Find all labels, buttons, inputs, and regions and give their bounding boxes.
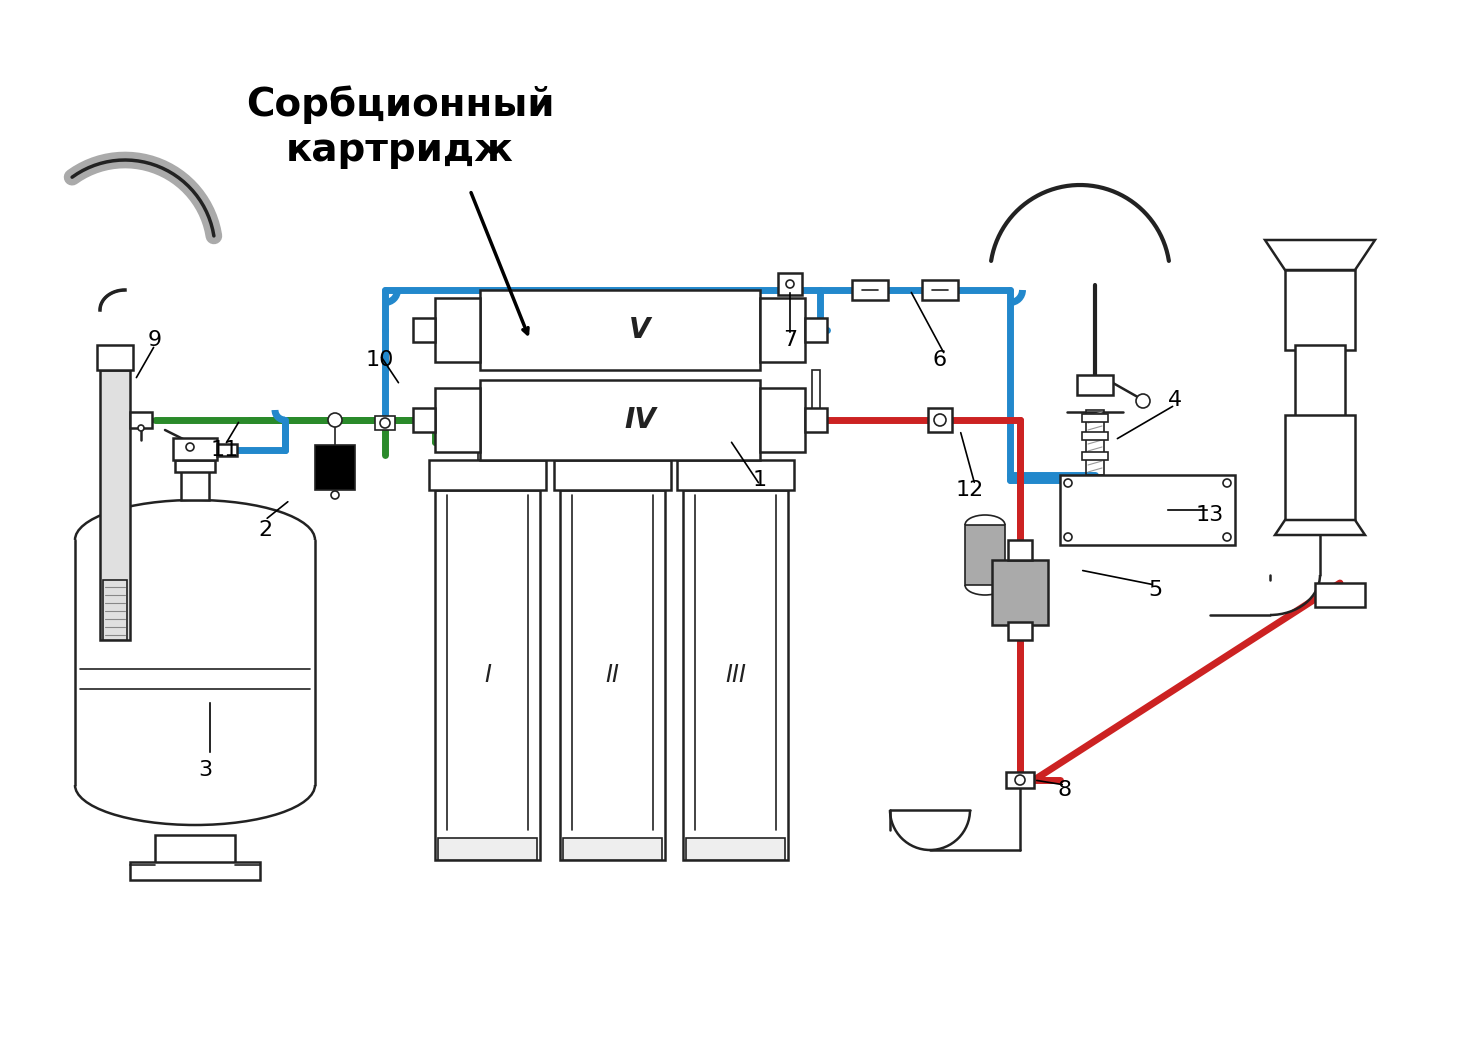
Bar: [563, 838, 662, 860]
Text: 13: 13: [1196, 505, 1223, 525]
Polygon shape: [1275, 520, 1364, 535]
Text: Сорбционный: Сорбционный: [246, 86, 555, 124]
Bar: [436, 388, 480, 452]
Bar: [1061, 475, 1235, 545]
Bar: [852, 280, 888, 300]
Bar: [1008, 622, 1031, 640]
Bar: [813, 370, 820, 420]
Bar: [103, 580, 128, 640]
Text: II: II: [606, 662, 619, 687]
Bar: [726, 442, 745, 460]
Bar: [760, 298, 805, 363]
Bar: [992, 560, 1047, 625]
Bar: [180, 470, 208, 500]
Bar: [477, 442, 497, 460]
Text: I: I: [484, 662, 491, 687]
Polygon shape: [75, 540, 315, 785]
Polygon shape: [1265, 240, 1375, 270]
Bar: [1008, 540, 1031, 560]
Text: 8: 8: [1058, 780, 1072, 800]
Circle shape: [138, 425, 144, 431]
Bar: [603, 442, 622, 460]
Bar: [480, 379, 760, 460]
Bar: [555, 460, 670, 490]
Bar: [1083, 432, 1108, 440]
Bar: [100, 370, 131, 640]
Bar: [1083, 414, 1108, 422]
Bar: [1086, 410, 1105, 475]
Bar: [1006, 772, 1034, 788]
Bar: [805, 408, 827, 432]
Bar: [156, 835, 235, 865]
Bar: [414, 318, 436, 342]
Text: 1: 1: [753, 470, 767, 490]
Bar: [1083, 452, 1108, 460]
Circle shape: [329, 413, 342, 427]
Bar: [480, 290, 760, 370]
Bar: [97, 344, 133, 370]
Circle shape: [1135, 394, 1150, 408]
Bar: [217, 444, 238, 456]
Text: 11: 11: [211, 440, 239, 460]
Bar: [684, 490, 788, 860]
Bar: [921, 280, 958, 300]
Polygon shape: [965, 525, 1005, 585]
Circle shape: [1223, 479, 1231, 487]
Bar: [1295, 344, 1345, 420]
Circle shape: [1015, 775, 1025, 785]
Bar: [1314, 583, 1364, 607]
Bar: [175, 460, 216, 472]
Text: 7: 7: [783, 330, 797, 350]
Circle shape: [1223, 533, 1231, 541]
Bar: [428, 460, 546, 490]
Circle shape: [186, 443, 194, 450]
Text: 4: 4: [1168, 390, 1182, 410]
Text: IV: IV: [623, 406, 656, 434]
Bar: [1285, 416, 1356, 520]
Bar: [436, 490, 540, 860]
Bar: [805, 318, 827, 342]
Text: III: III: [725, 662, 747, 687]
Bar: [436, 298, 480, 363]
Bar: [439, 838, 537, 860]
Text: 6: 6: [933, 350, 948, 370]
Text: 12: 12: [956, 480, 984, 500]
Bar: [173, 438, 217, 460]
Text: 9: 9: [148, 330, 161, 350]
Circle shape: [934, 414, 946, 426]
Text: 5: 5: [1147, 580, 1162, 600]
Circle shape: [786, 280, 794, 288]
Bar: [676, 460, 794, 490]
Bar: [760, 388, 805, 452]
Bar: [560, 490, 665, 860]
Bar: [131, 412, 153, 428]
Bar: [778, 273, 802, 295]
Text: картридж: картридж: [286, 131, 513, 169]
Circle shape: [1064, 479, 1072, 487]
Bar: [687, 838, 785, 860]
Bar: [1285, 270, 1356, 350]
Text: 3: 3: [198, 760, 213, 780]
Bar: [131, 862, 260, 880]
Text: 10: 10: [365, 350, 395, 370]
Circle shape: [1064, 533, 1072, 541]
Text: V: V: [629, 316, 651, 344]
Bar: [1077, 375, 1113, 395]
Text: 2: 2: [258, 520, 271, 540]
Circle shape: [332, 491, 339, 499]
Bar: [376, 416, 395, 430]
Circle shape: [380, 418, 390, 428]
Bar: [929, 408, 952, 432]
Bar: [414, 408, 436, 432]
Bar: [315, 445, 355, 490]
